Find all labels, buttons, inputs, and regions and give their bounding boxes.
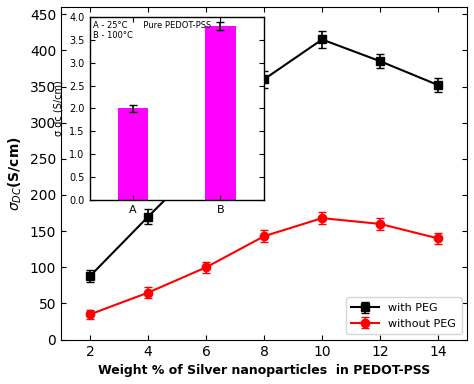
X-axis label: Weight % of Silver nanoparticles  in PEDOT-PSS: Weight % of Silver nanoparticles in PEDO… (98, 364, 430, 377)
Legend: with PEG, without PEG: with PEG, without PEG (346, 298, 462, 334)
Y-axis label: $\sigma_{DC}$(S/cm): $\sigma_{DC}$(S/cm) (7, 136, 24, 210)
